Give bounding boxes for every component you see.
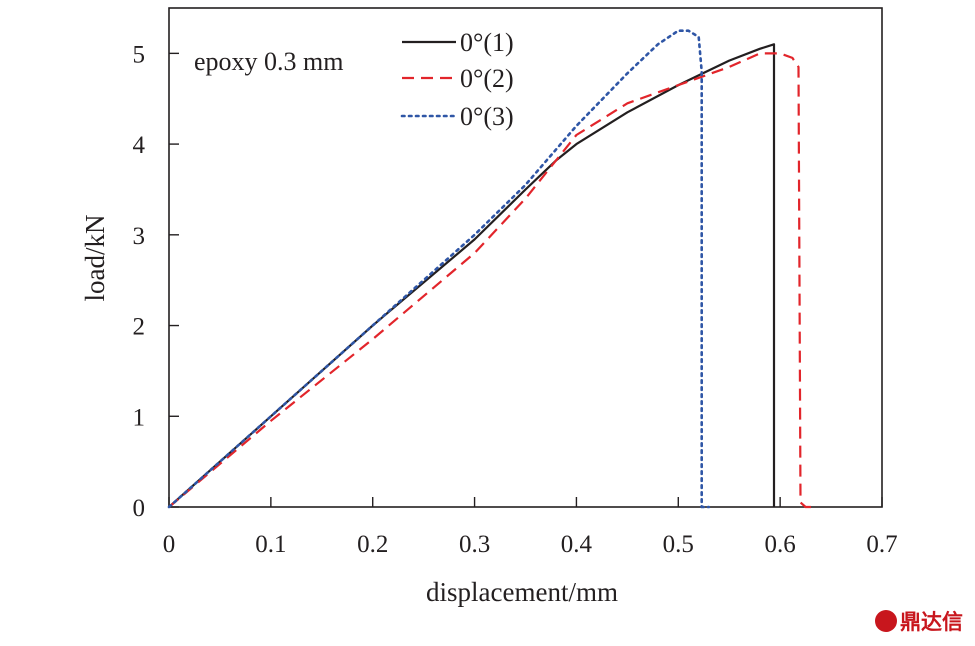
watermark-logo-icon	[875, 610, 897, 632]
legend-label-series-3: 0°(3)	[460, 102, 514, 131]
legend-label-series-1: 0°(1)	[460, 28, 514, 57]
legend-label-series-2: 0°(2)	[460, 64, 514, 93]
x-axis-ticks: 0 0.1 0.2 0.3 0.4 0.5 0.6 0.7	[163, 497, 898, 558]
x-tick-label: 0.1	[255, 531, 286, 558]
x-tick-label: 0.5	[663, 531, 694, 558]
series-line-3	[167, 29, 711, 509]
y-tick-label: 5	[133, 41, 146, 68]
y-tick-label: 2	[133, 314, 146, 341]
x-axis-title: displacement/mm	[426, 577, 618, 607]
legend: 0°(1) 0°(2) 0°(3)	[400, 28, 514, 131]
y-axis-ticks: 0 1 2 3 4 5	[133, 41, 179, 522]
plot-frame	[168, 7, 883, 508]
x-tick-label: 0.6	[765, 531, 796, 558]
y-axis-title: load/kN	[80, 215, 110, 302]
x-tick-label: 0	[163, 531, 176, 558]
x-tick-label: 0.4	[561, 531, 593, 558]
series-layer	[167, 29, 813, 509]
y-tick-label: 3	[133, 223, 146, 250]
x-tick-label: 0.7	[866, 531, 897, 558]
watermark-text: 鼎达信	[900, 610, 963, 634]
y-tick-label: 4	[133, 132, 146, 159]
y-tick-label: 1	[133, 404, 146, 431]
series-line-2	[168, 52, 813, 509]
x-tick-label: 0.2	[357, 531, 388, 558]
x-tick-label: 0.3	[459, 531, 490, 558]
watermark: 鼎达信	[875, 610, 963, 634]
chart-annotation: epoxy 0.3 mm	[194, 47, 344, 76]
y-tick-label: 0	[133, 495, 146, 522]
